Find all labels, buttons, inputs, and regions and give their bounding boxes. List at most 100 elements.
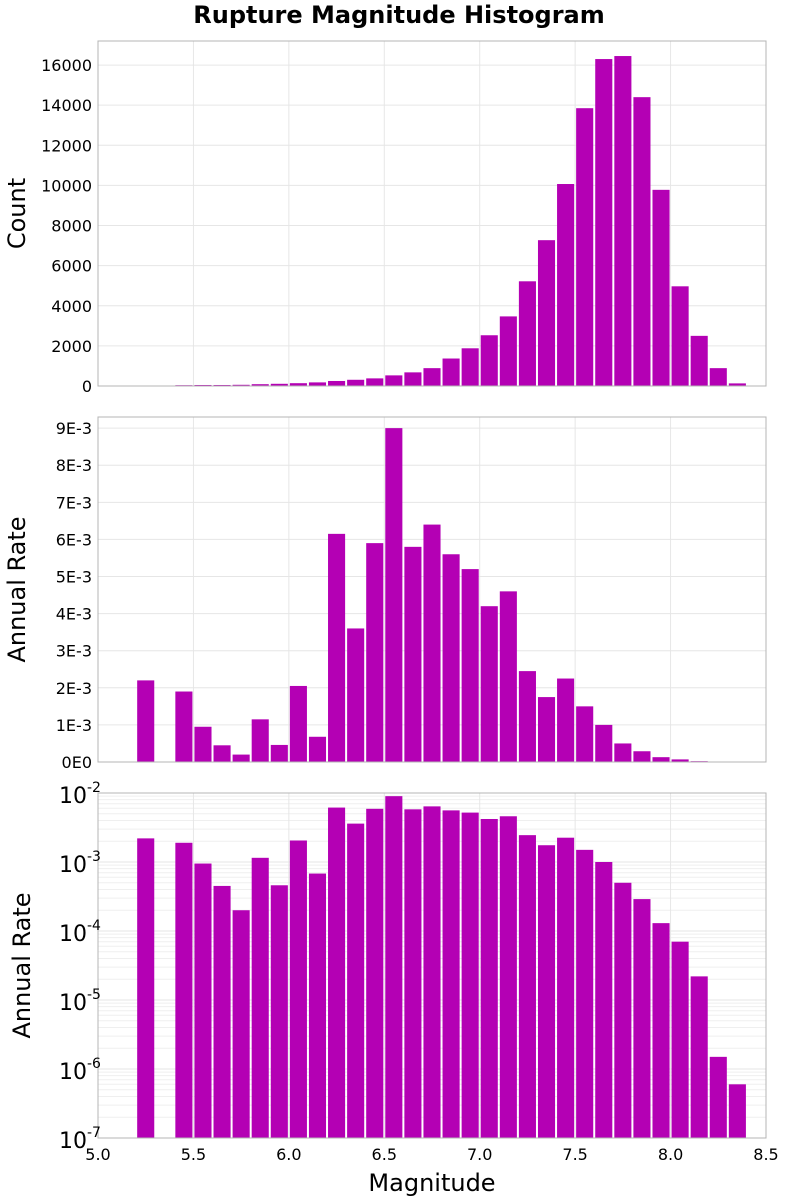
plot-frame [97, 40, 767, 387]
chart-title: Rupture Magnitude Histogram [193, 1, 605, 29]
y-tick-label: 1E-3 [56, 716, 92, 735]
histogram-bar [442, 358, 460, 386]
histogram-bar [423, 368, 441, 386]
y-tick-label: 6000 [51, 257, 92, 276]
histogram-bar [175, 842, 193, 1138]
histogram-bar [366, 543, 384, 762]
y-tick-label: 4E-3 [56, 605, 92, 624]
histogram-bar [347, 823, 365, 1138]
y-tick-label: 8000 [51, 217, 92, 236]
histogram-bar [137, 680, 155, 762]
histogram-bar [194, 384, 212, 386]
panel-1: 0 2000 4000 6000 8000 10000 12000 14000 16000 Cou… [3, 40, 767, 396]
histogram-bar [194, 726, 212, 762]
y-tick-label: 10-7 [59, 1125, 101, 1154]
y-tick-label: 4000 [51, 297, 92, 316]
histogram-bar [175, 691, 193, 762]
histogram-bar [213, 745, 231, 762]
histogram-bar [595, 862, 613, 1138]
histogram-bar [385, 428, 403, 762]
histogram-bar [366, 378, 384, 386]
y-tick-label: 6E-3 [56, 530, 92, 549]
histogram-bar [347, 628, 365, 762]
histogram-bar [614, 56, 632, 386]
histogram-bar [499, 816, 517, 1138]
histogram-bar [652, 923, 670, 1138]
histogram-bar [270, 744, 288, 762]
histogram-bar [251, 384, 269, 386]
x-tick-label: 7.0 [467, 1145, 492, 1164]
histogram-bar [633, 751, 651, 762]
histogram-bar [537, 240, 556, 386]
histogram-bar [423, 806, 441, 1138]
y-tick-label: 5E-3 [56, 568, 92, 587]
histogram-bar [518, 671, 536, 762]
histogram-bar [690, 976, 708, 1138]
histogram-bar [308, 382, 327, 386]
histogram-bar [213, 885, 231, 1138]
histogram-bar [289, 383, 307, 386]
histogram-bar [328, 533, 346, 762]
y-tick-label: 10-2 [59, 780, 101, 809]
plot-frame [97, 792, 767, 1139]
y-tick-label: 14000 [41, 96, 92, 115]
histogram-bar [232, 910, 250, 1138]
histogram-bar [308, 873, 327, 1138]
histogram-bar [289, 840, 307, 1138]
histogram-bar [480, 606, 498, 762]
histogram-bar [347, 379, 365, 386]
histogram-bar [251, 719, 269, 762]
histogram-bar [137, 838, 155, 1138]
histogram-bar [328, 380, 346, 386]
histogram-bar [461, 348, 479, 386]
histogram-bar [404, 372, 422, 386]
histogram-bar [385, 375, 403, 386]
panel-3: 10-7 10-6 10-5 10-4 10-3 10-2 Annual Rate 5.0 5.… [8, 780, 779, 1164]
histogram-bar [270, 383, 288, 386]
histogram-bar [289, 685, 307, 762]
x-tick-label: 5.5 [181, 1145, 206, 1164]
histogram-bar [518, 835, 536, 1138]
y-tick-label: 10-3 [59, 849, 101, 878]
y-tick-label: 8E-3 [56, 456, 92, 475]
histogram-bar [595, 59, 613, 386]
y-tick-label: 10-6 [59, 1056, 101, 1085]
histogram-bar [194, 863, 212, 1138]
histogram-bar [328, 807, 346, 1138]
histogram-bar [728, 383, 746, 386]
histogram-bar [557, 678, 575, 762]
y-tick-label: 2000 [51, 337, 92, 356]
y-tick-label: 10-5 [59, 987, 101, 1016]
histogram-bar [442, 810, 460, 1138]
histogram-bar [652, 189, 670, 386]
histogram-bar [213, 384, 231, 386]
x-tick-label: 7.5 [562, 1145, 587, 1164]
histogram-bar [728, 1084, 746, 1138]
x-axis-label: Magnitude [368, 1169, 495, 1197]
histogram-bar [404, 809, 422, 1138]
plot-frame [97, 416, 767, 763]
y-tick-label: 10-4 [59, 918, 101, 947]
histogram-bar [461, 569, 479, 762]
y-tick-label: 2E-3 [56, 679, 92, 698]
histogram-bar [537, 697, 556, 762]
histogram-bar [385, 796, 403, 1138]
histogram-bar [270, 885, 288, 1138]
histogram-bar [251, 857, 269, 1138]
histogram-bar [232, 754, 250, 762]
histogram-bar [614, 743, 632, 762]
panel-2: 0E0 1E-3 2E-3 3E-3 4E-3 5E-3 6E-3 7E-3 8E-3 9E-3 A… [3, 416, 767, 772]
y-tick-label: 7E-3 [56, 493, 92, 512]
histogram-bar [633, 899, 651, 1138]
histogram-bar [671, 286, 689, 386]
x-tick-label: 8.5 [753, 1145, 778, 1164]
histogram-bar [671, 941, 689, 1138]
histogram-bar [499, 316, 517, 386]
y-tick-label: 9E-3 [56, 419, 92, 438]
x-tick-label: 6.5 [372, 1145, 397, 1164]
y-axis-label: Annual Rate [3, 516, 31, 662]
histogram-bar [690, 335, 708, 386]
histogram-bar [366, 808, 384, 1138]
histogram-bar [480, 818, 498, 1138]
